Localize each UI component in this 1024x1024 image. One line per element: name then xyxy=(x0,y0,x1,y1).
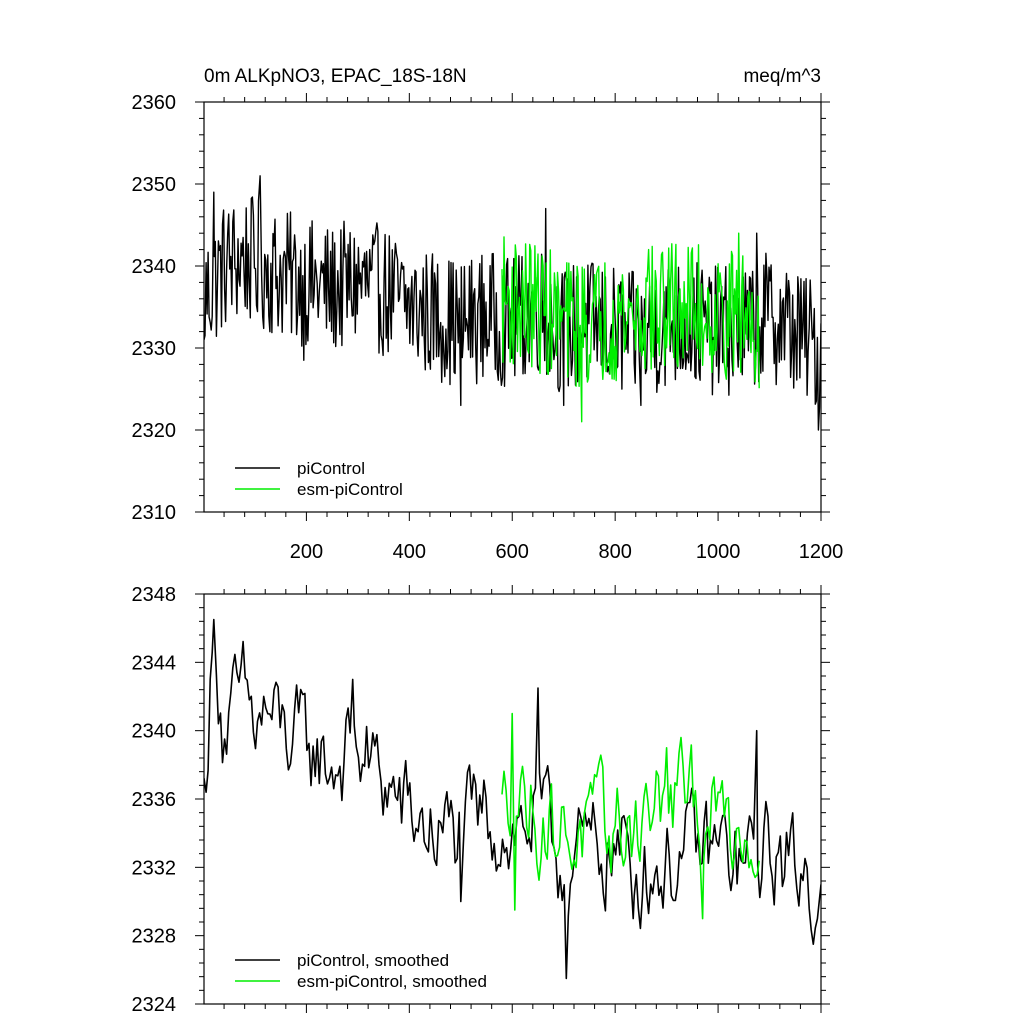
x-tick-label: 600 xyxy=(496,541,529,563)
y-tick-label: 2348 xyxy=(132,584,177,606)
y-tick-label: 2324 xyxy=(132,994,177,1016)
y-tick-label: 2340 xyxy=(132,256,177,278)
legend-label: piControl, smoothed xyxy=(297,951,449,970)
x-tick-label: 800 xyxy=(598,541,631,563)
top-panel-units: meq/m^3 xyxy=(743,66,821,87)
x-tick-label: 1200 xyxy=(799,541,844,563)
y-tick-label: 2332 xyxy=(132,857,177,879)
top-panel-title: 0m ALKpNO3, EPAC_18S-18N xyxy=(204,66,467,87)
y-tick-label: 2320 xyxy=(132,420,177,442)
y-tick-label: 2344 xyxy=(132,652,177,674)
x-tick-label: 400 xyxy=(393,541,426,563)
legend-label: esm-piControl xyxy=(297,480,403,499)
y-tick-label: 2310 xyxy=(132,502,177,524)
y-tick-label: 2336 xyxy=(132,789,177,811)
y-tick-label: 2350 xyxy=(132,174,177,196)
y-tick-label: 2360 xyxy=(132,92,177,114)
legend-label: esm-piControl, smoothed xyxy=(297,972,487,991)
y-tick-label: 2340 xyxy=(132,721,177,743)
x-tick-label: 200 xyxy=(290,541,323,563)
y-tick-label: 2328 xyxy=(132,926,177,948)
top-panel: 0m ALKpNO3, EPAC_18S-18N meq/m^3 2310 232… xyxy=(132,66,844,563)
series-line-esm-picontrol xyxy=(501,232,760,423)
y-tick-label: 2330 xyxy=(132,338,177,360)
bottom-panel: 2324 2328 2332 2336 2340 2344 2348 piControl, s… xyxy=(132,584,830,1016)
series-line-esm-picontrol-smoothed xyxy=(501,712,760,920)
legend-label: piControl xyxy=(297,459,365,478)
series-line-picontrol-smoothed xyxy=(204,618,821,980)
x-tick-label: 1000 xyxy=(696,541,741,563)
